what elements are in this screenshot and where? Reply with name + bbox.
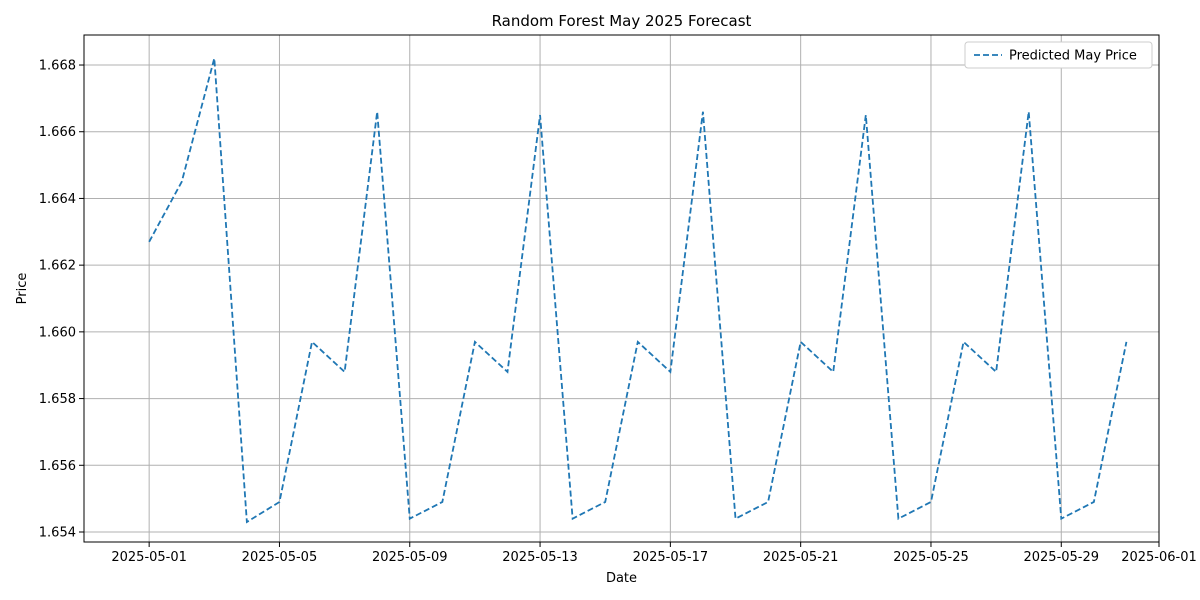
legend-entry: Predicted May Price (1009, 49, 1137, 64)
x-tick-label: 2025-05-17 (633, 550, 709, 565)
x-tick-label: 2025-05-09 (372, 550, 448, 565)
y-tick-label: 1.658 (39, 392, 76, 407)
x-tick-label: 2025-05-29 (1023, 550, 1099, 565)
x-tick-label: 2025-05-01 (111, 550, 187, 565)
y-tick-label: 1.660 (39, 325, 76, 340)
series-layer (148, 58, 1128, 524)
y-tick-label: 1.664 (39, 192, 76, 207)
x-tick-label: 2025-05-13 (502, 550, 578, 565)
series-line-0 (148, 58, 1128, 524)
y-tick-label: 1.654 (39, 525, 76, 540)
grid-layer (84, 35, 1160, 542)
chart-title: Random Forest May 2025 Forecast (492, 12, 752, 30)
y-tick-label: 1.666 (39, 125, 76, 140)
plot-frame (83, 34, 1160, 543)
y-tick-label: 1.668 (39, 59, 76, 74)
legend-box (964, 41, 1153, 69)
x-tick-label: 2025-05-25 (893, 550, 969, 565)
x-tick-label: 2025-05-21 (763, 550, 839, 565)
x-axis-label: Date (606, 571, 637, 586)
y-tick-label: 1.662 (39, 259, 76, 274)
tick-layer: 2025-05-01 2025-05-05 2025-05-09 2025-05-13… (39, 59, 1197, 565)
y-tick-label: 1.656 (39, 459, 76, 474)
x-tick-label: 2025-06-01 (1121, 550, 1197, 565)
x-tick-label: 2025-05-05 (242, 550, 318, 565)
legend: Predicted May Price (964, 41, 1153, 69)
y-axis-label: Price (15, 273, 30, 305)
